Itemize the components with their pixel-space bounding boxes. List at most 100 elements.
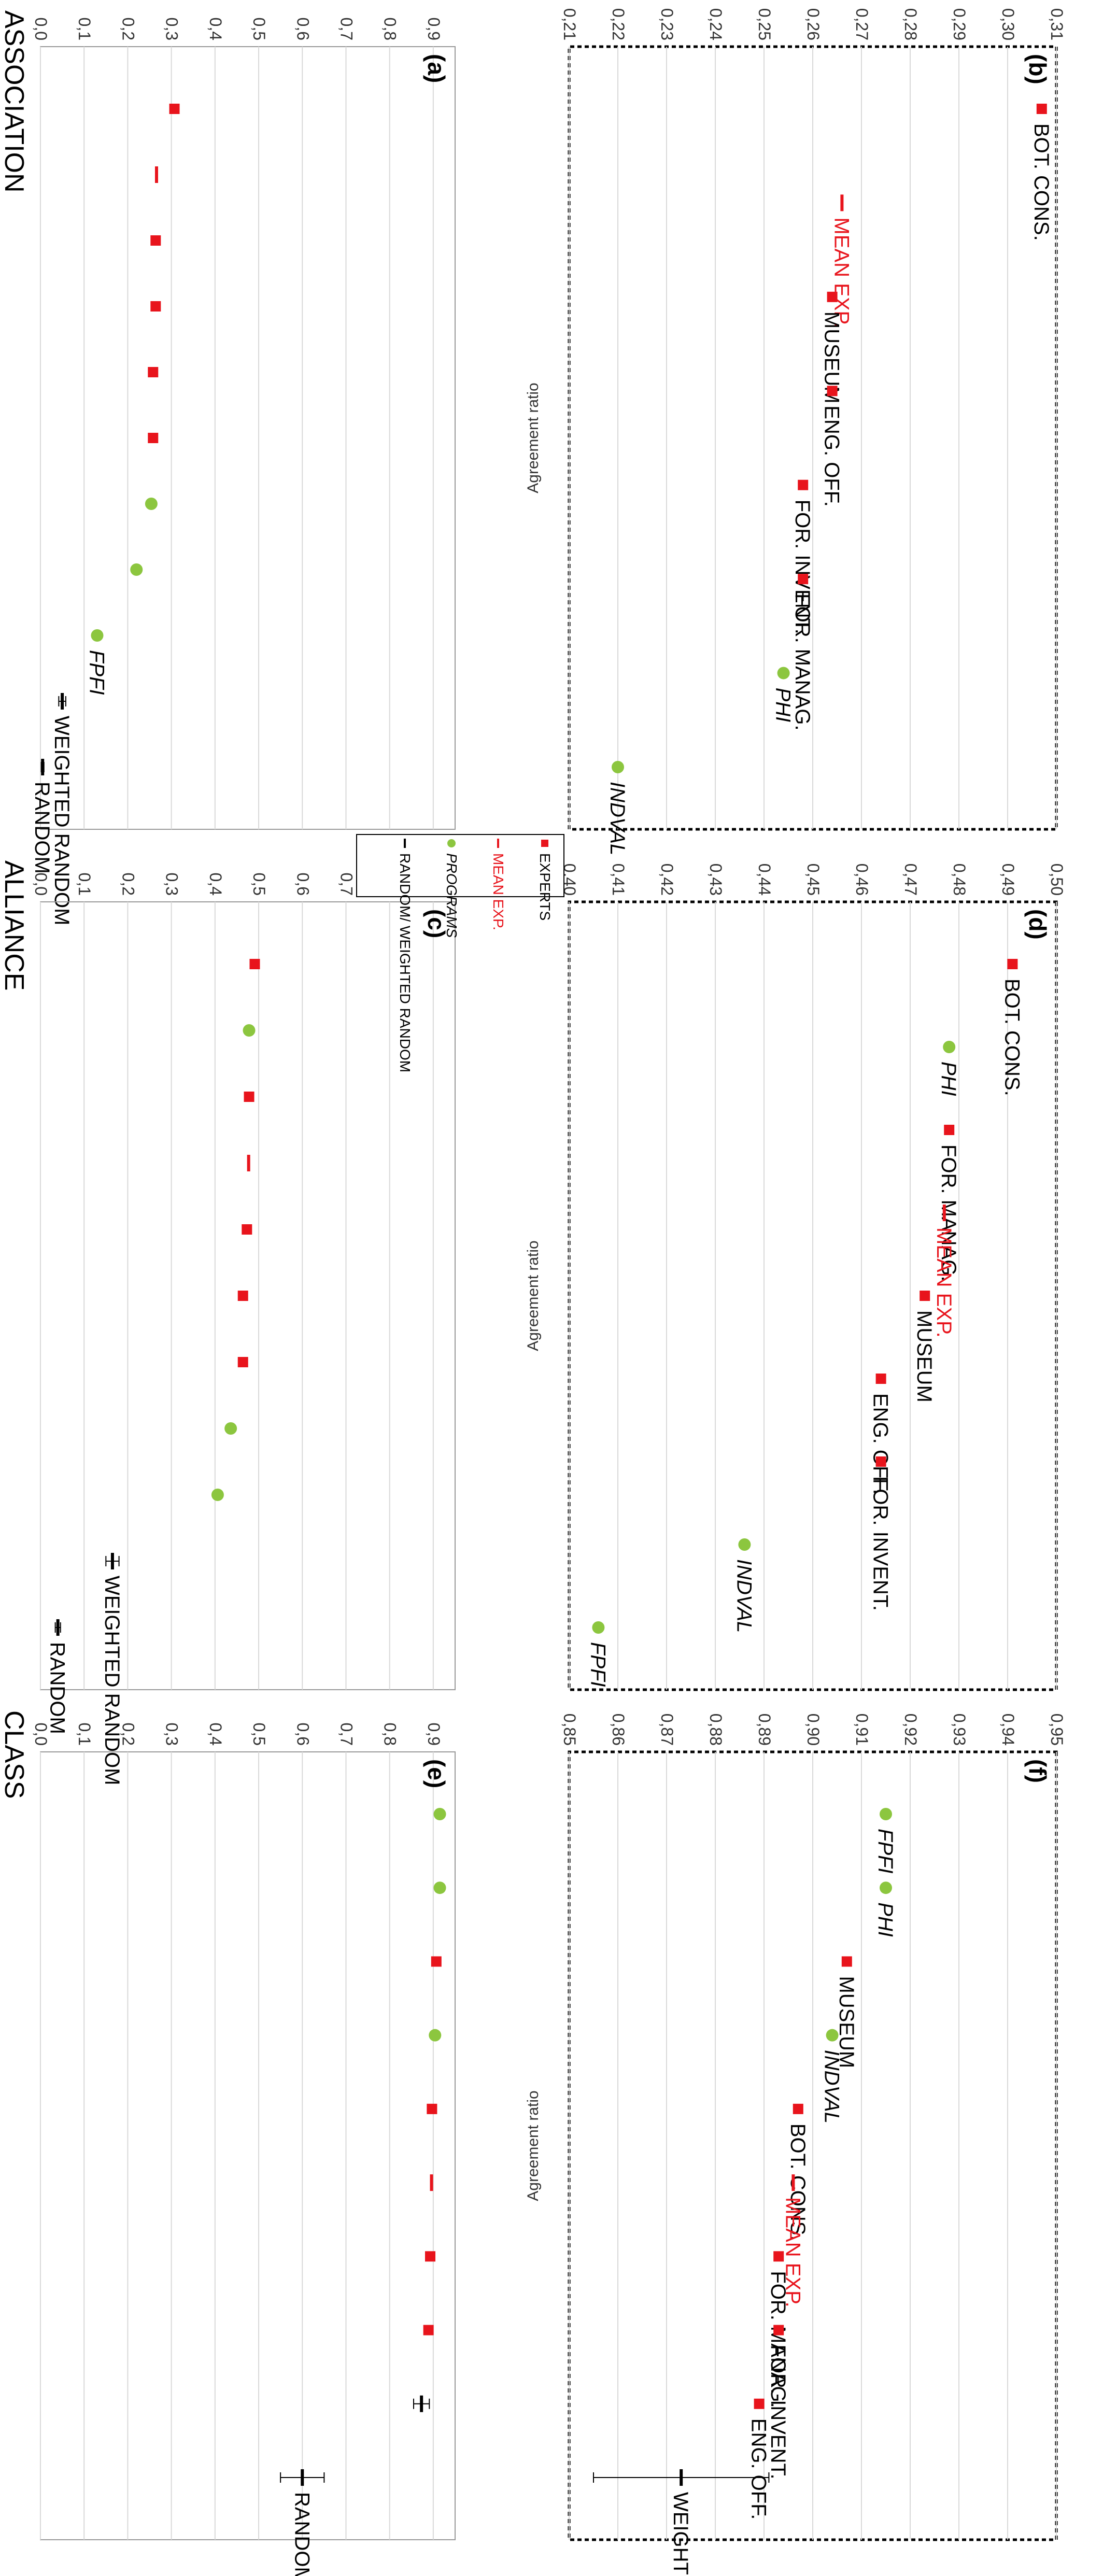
point-label: MEAN EXP. [781,2197,804,2308]
point-label: BOT. CONS. [1000,979,1023,1096]
point-for-manag- [244,1092,254,1102]
panel-label: (e) [423,1759,450,1788]
point-label: MEAN EXP. [830,217,853,328]
point-phi [880,1881,892,1894]
point-label: FOR. MANAG. [937,1144,960,1281]
point-label: INDVAL [606,782,629,855]
panel-label: (b) [1024,54,1051,84]
panel-a: 0,0 0,1 0,2 0,3 0,4 0,5 0,6 0,7 0,8 0,9 (a) FPFI WEI… [31,18,456,925]
tick-label: 0,1 [75,1723,94,1746]
point-label: INDVAL [821,2050,843,2124]
point-for-invent- [798,479,809,490]
point-indval [612,761,624,773]
tick-label: 0,4 [206,873,225,896]
point-for-invent- [148,367,159,377]
point-indval [826,2029,839,2042]
tick-label: 0,88 [706,1714,725,1746]
point-label: ENG. OFF. [821,405,843,507]
point-for-manag- [773,2251,784,2262]
tick-label: 0,46 [853,864,871,896]
point-museum [150,235,161,246]
tick-label: 0,8 [381,18,400,40]
point-bot-cons- [427,2103,437,2114]
panel-label: (a) [423,54,450,83]
section-title-alliance: ALLIANCE [0,860,29,990]
tick-label: 0,49 [999,864,1017,896]
point-label: MUSEUM [913,1310,936,1403]
point-label: FOR. INVENT. [791,500,814,634]
tick-label: 0,6 [293,18,312,40]
tick-label: 0,2 [119,18,137,40]
point-label: PHI [874,1902,897,1937]
point-indval [130,563,143,576]
tick-label: 0,90 [804,1714,823,1746]
tick-label: 0,31 [1048,8,1066,40]
point-label: BOT. CONS. [786,2124,809,2241]
point-fpfi [433,1808,446,1820]
tick-label: 0,22 [609,8,628,40]
tick-label: 0,0 [32,1723,50,1746]
tick-label: 0,7 [337,1723,356,1746]
legend-label: PROGRAMS [444,853,460,938]
point-for-manag- [944,1125,955,1135]
point-eng-off- [237,1291,248,1301]
point-museum [920,1291,930,1301]
point-label: RANDOM [46,1642,69,1734]
legend-marker [541,840,548,847]
point-label: RANDOM [290,2492,313,2576]
tick-label: 0,28 [901,8,920,40]
point-label: FPFI [874,1829,897,1874]
point-label: FOR. INVENT. [869,1476,892,1611]
point-label: WEIGHTED RANDOM [50,716,73,925]
panel-label: (f) [1024,1759,1051,1783]
point-phi [243,1024,256,1037]
legend-item: MEAN EXP. [490,839,506,930]
tick-label: 0,86 [609,1714,628,1746]
point-label: WEIGHTED RANDOM [669,2492,692,2576]
point-for-manag- [798,574,809,585]
point-fpfi [91,629,104,642]
tick-label: 0,7 [337,18,356,40]
rotated-figure: ASSOCIATION ALLIANCE CLASS 0,0 0,1 0,2 0,3 0… [0,8,1066,2576]
tick-label: 0,87 [658,1714,676,1746]
point-label: MEAN EXP. [932,1227,955,1338]
chart-panels: 0,0 0,1 0,2 0,3 0,4 0,5 0,6 0,7 0,8 0,9 (a) FPFI WEI… [31,8,1066,2576]
point-label: FPFI [85,650,108,695]
tick-label: 0,43 [706,864,725,896]
tick-label: 0,21 [560,8,579,40]
section-title-association: ASSOCIATION [0,10,29,193]
panel-e: 0,0 0,1 0,2 0,3 0,4 0,5 0,6 0,7 0,8 0,9 (e) RANDOM [32,1723,456,2576]
tick-label: 0,41 [609,864,628,896]
legend-frame [356,834,564,897]
point-museum [431,1956,442,1967]
point-eng-off- [827,386,838,397]
point-label: MUSEUM [835,1976,858,2068]
tick-label: 0,94 [999,1714,1017,1746]
point-fpfi [211,1489,224,1501]
point-label: FPFI [586,1642,609,1687]
legend-label: RANDOM/ WEIGHTED RANDOM [397,853,413,1072]
tick-label: 0,91 [853,1714,871,1746]
tick-label: 0,24 [706,8,725,40]
point-fpfi [592,1621,605,1634]
tick-label: 0,42 [658,864,676,896]
legend-marker [447,839,456,847]
point-for-invent- [875,1456,886,1467]
section-titles: ASSOCIATION ALLIANCE CLASS [0,10,29,1799]
panel-frame-e [40,1751,456,2540]
panel-b: 0,21 0,22 0,23 0,24 0,25 0,26 0,27 0,28 0,29 0,30… [525,8,1066,856]
point-bot-cons- [1007,959,1018,969]
tick-label: 0,8 [381,1723,400,1746]
point-label: BOT. CONS. [1030,123,1053,241]
legend: EXPERTS MEAN EXP. PROGRAMS RANDOM/ WEIGHTED… [356,834,564,1072]
legend-item: EXPERTS [537,840,553,921]
tick-label: 0,3 [163,18,181,40]
panel-c: 0,0 0,1 0,2 0,3 0,4 0,5 0,6 0,7 0,8 0,9 (c) WEIGHTE… [32,873,456,1785]
point-for-manag- [148,433,159,443]
axis-title: Agreement ratio [525,2090,542,2201]
tick-label: 0,7 [337,873,356,896]
tick-label: 0,5 [250,1723,268,1746]
tick-label: 0,5 [250,873,268,896]
tick-label: 0,25 [755,8,774,40]
tick-label: 0,3 [163,873,181,896]
